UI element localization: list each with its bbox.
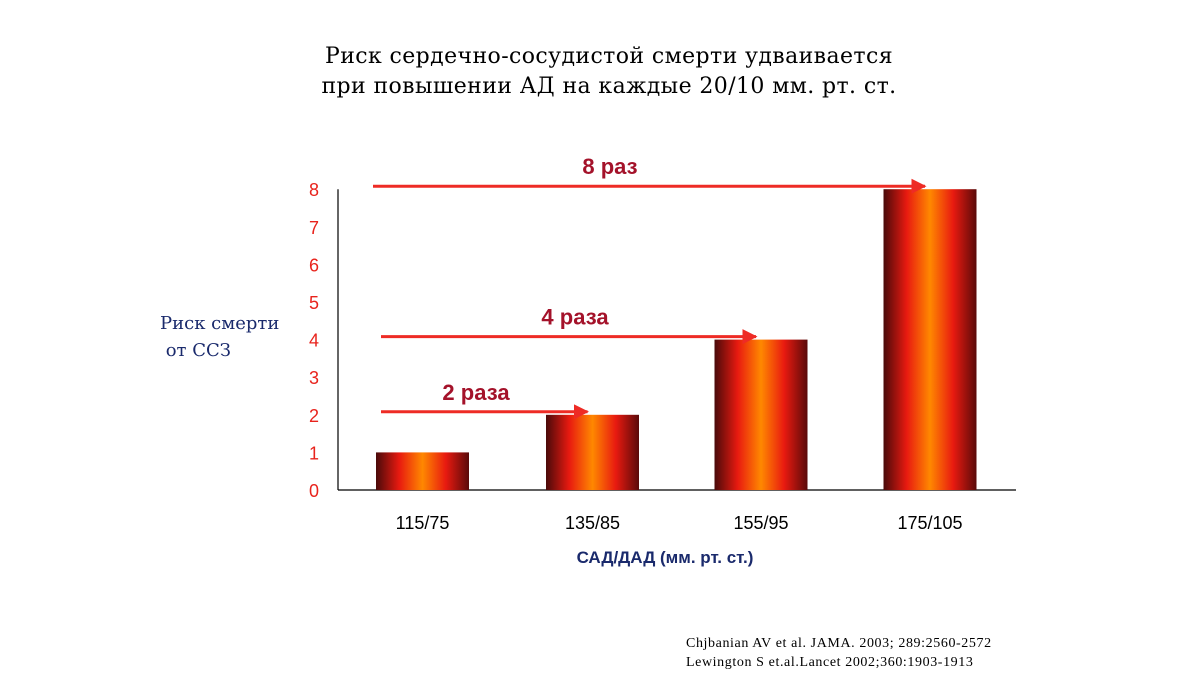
- annotation-label: 8 раз: [582, 154, 637, 179]
- reference-1: Chjbanian AV et al. JAMA. 2003; 289:2560…: [686, 636, 992, 651]
- bar: [546, 414, 639, 490]
- bar: [376, 452, 469, 490]
- x-tick-label: 155/95: [733, 513, 788, 533]
- x-tick-label: 175/105: [897, 513, 962, 533]
- y-tick-label: 7: [309, 218, 319, 238]
- y-tick-label: 1: [309, 443, 319, 463]
- bar: [883, 189, 977, 490]
- y-axis-label-line-2: от ССЗ: [160, 340, 231, 361]
- x-tick-label: 115/75: [396, 513, 450, 533]
- y-tick-labels: 0 1 2 3 4 5 6 7 8: [309, 180, 319, 501]
- y-tick-label: 0: [309, 481, 319, 501]
- reference-2: Lewington S et.al.Lancet 2002;360:1903-1…: [686, 655, 974, 670]
- annotation-label: 2 раза: [442, 380, 510, 405]
- y-tick-label: 8: [309, 180, 319, 200]
- x-tick-label: 135/85: [565, 513, 620, 533]
- annotations: 2 раза 4 раза 8 раз: [373, 154, 927, 420]
- chart-title-line-2: при повышении АД на каждые 20/10 мм. рт.…: [321, 74, 897, 99]
- y-axis-label-line-1: Риск смерти: [160, 313, 280, 334]
- y-tick-label: 6: [309, 255, 319, 275]
- chart-title-line-1: Риск сердечно-сосудистой смерти удваивае…: [325, 44, 893, 69]
- y-tick-label: 5: [309, 293, 319, 313]
- y-axis-label: Риск смерти от ССЗ: [160, 310, 279, 364]
- x-axis-label: САД/ДАД (мм. рт. ст.): [576, 548, 754, 567]
- references: Chjbanian AV et al. JAMA. 2003; 289:2560…: [686, 634, 992, 672]
- annotation-label: 4 раза: [541, 305, 609, 330]
- bar: [714, 339, 808, 490]
- y-tick-label: 4: [309, 331, 319, 351]
- x-tick-labels: 115/75 135/85 155/95 175/105: [396, 513, 963, 533]
- y-tick-label: 3: [309, 368, 319, 388]
- bars: [376, 189, 977, 490]
- y-tick-label: 2: [309, 406, 319, 426]
